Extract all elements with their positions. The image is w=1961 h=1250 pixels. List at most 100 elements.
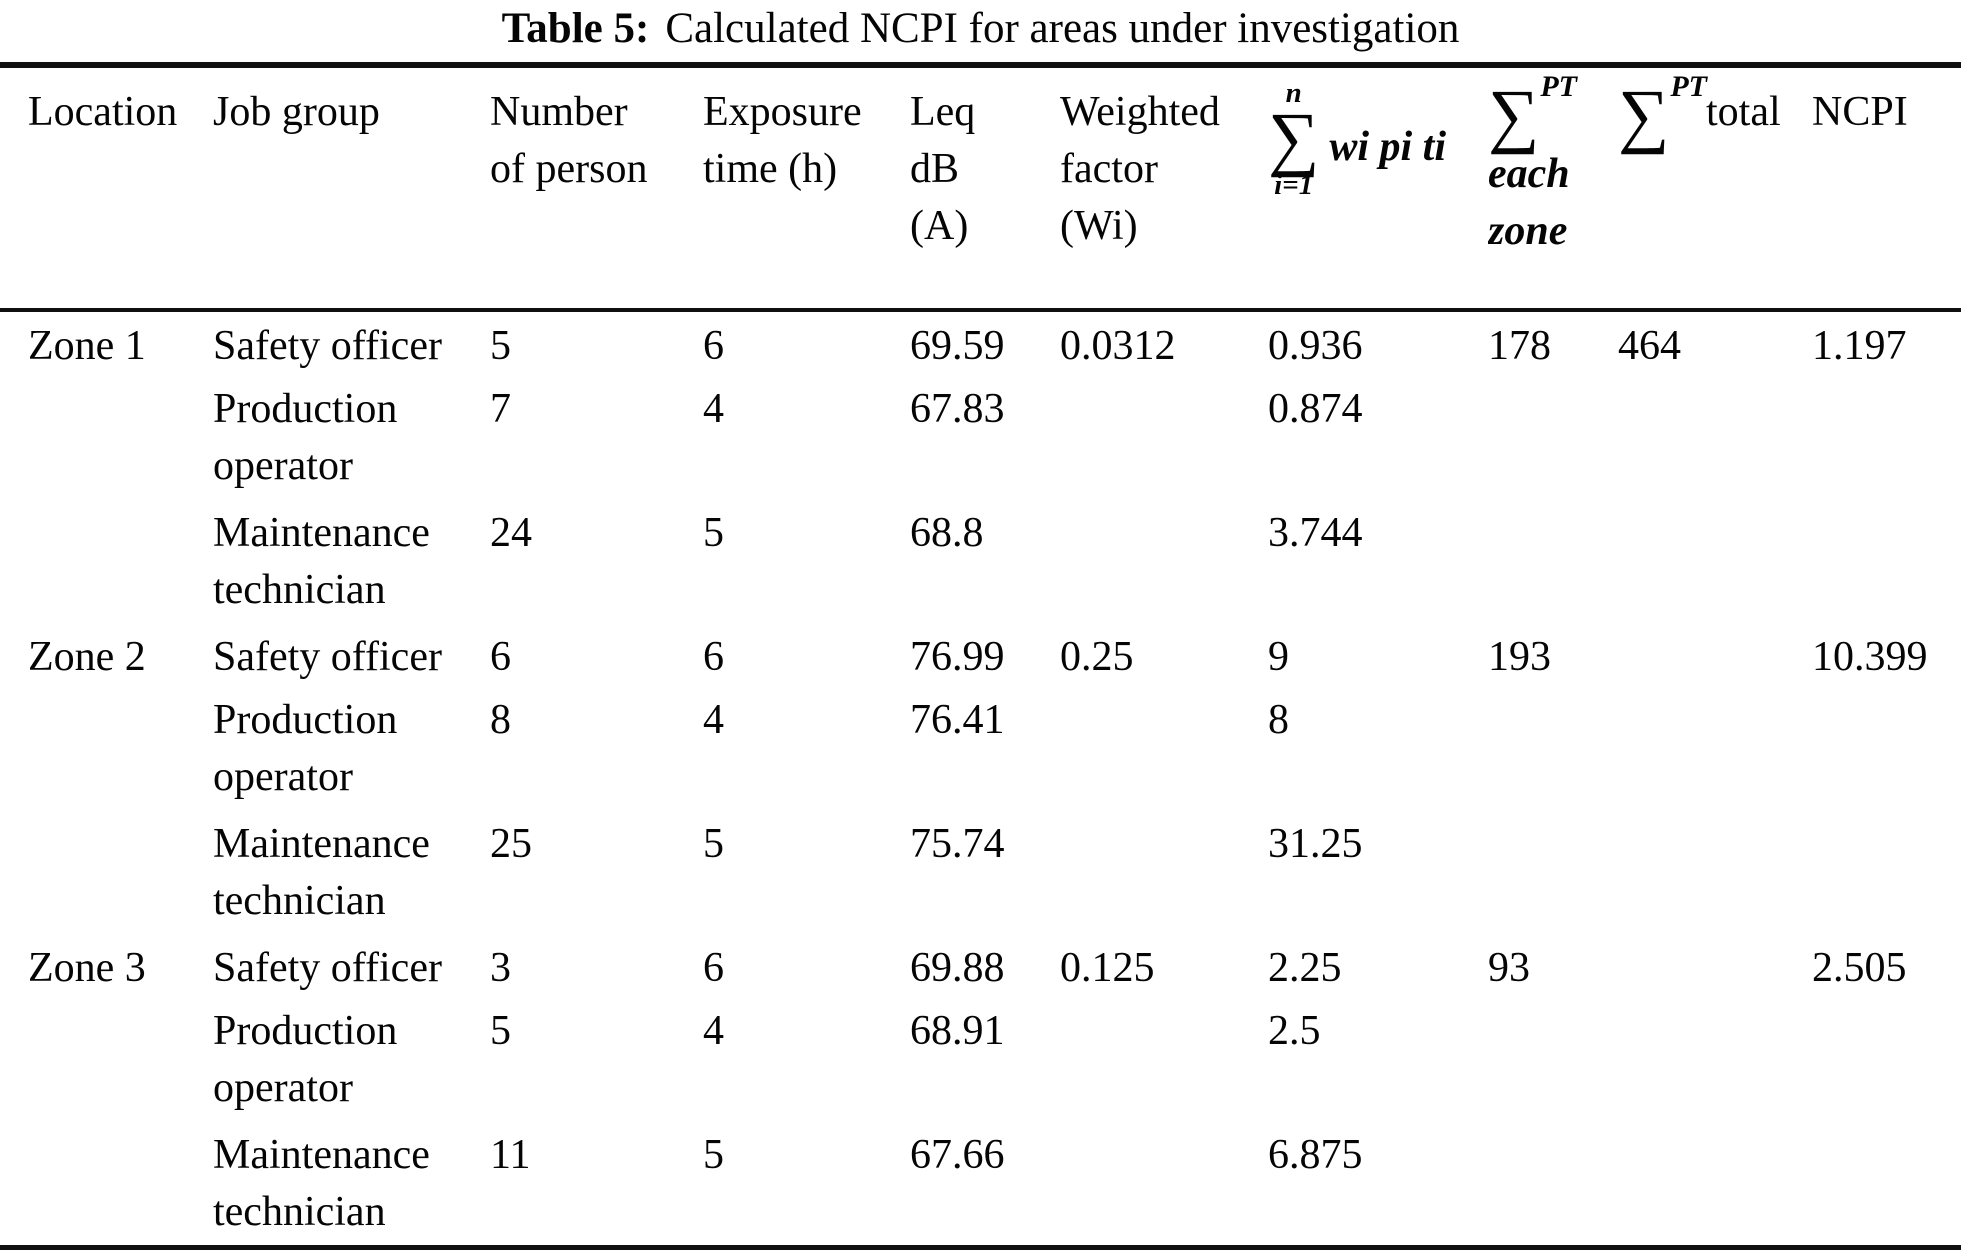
cell-ncpi bbox=[1812, 810, 1961, 934]
cell-pt-each-zone: 93 bbox=[1488, 945, 1530, 991]
cell-job-group: Production operator bbox=[213, 386, 398, 489]
sum-pt-total-formula: ∑PTtotal bbox=[1618, 72, 1781, 152]
cell-leq: 69.59 bbox=[910, 323, 1005, 369]
cell-job-group: Safety officer bbox=[213, 323, 442, 369]
cell-job-group: Maintenance technician bbox=[213, 510, 430, 613]
cell-location bbox=[0, 499, 213, 623]
ncpi-table: Location Job group Number of person Expo… bbox=[0, 62, 1961, 1250]
table-row: Maintenance technician 24 5 68.8 3.744 bbox=[0, 499, 1961, 623]
cell-pt-total bbox=[1618, 810, 1812, 934]
cell-ncpi bbox=[1812, 997, 1961, 1121]
cell-persons: 8 bbox=[490, 697, 511, 743]
cell-location bbox=[0, 810, 213, 934]
cell-pt-total bbox=[1618, 375, 1812, 499]
header-row: Location Job group Number of person Expo… bbox=[0, 65, 1961, 312]
cell-pt-total bbox=[1618, 686, 1812, 810]
cell-location bbox=[0, 997, 213, 1121]
cell-leq: 68.91 bbox=[910, 1008, 1005, 1054]
cell-hours: 6 bbox=[703, 634, 724, 680]
cell-location: Zone 2 bbox=[28, 634, 146, 680]
cell-persons: 25 bbox=[490, 821, 532, 867]
pt-superscript: PT bbox=[1670, 70, 1707, 103]
cell-leq: 68.8 bbox=[910, 510, 984, 556]
table-row: Production operator 5 4 68.91 2.5 bbox=[0, 997, 1961, 1121]
cell-pt-each-zone bbox=[1488, 499, 1618, 623]
cell-hours: 5 bbox=[703, 510, 724, 556]
cell-weighted-factor: 0.125 bbox=[1060, 945, 1155, 991]
cell-weighted-factor bbox=[1060, 375, 1268, 499]
cell-sum-wipiti: 0.874 bbox=[1268, 386, 1363, 432]
cell-hours: 5 bbox=[703, 1132, 724, 1178]
cell-location: Zone 1 bbox=[28, 323, 146, 369]
cell-weighted-factor bbox=[1060, 499, 1268, 623]
cell-weighted-factor bbox=[1060, 810, 1268, 934]
cell-leq: 75.74 bbox=[910, 821, 1005, 867]
cell-location bbox=[0, 686, 213, 810]
cell-pt-total bbox=[1618, 997, 1812, 1121]
header-sum-pt-total: ∑PTtotal bbox=[1618, 65, 1812, 312]
cell-ncpi: 10.399 bbox=[1812, 634, 1928, 680]
cell-sum-wipiti: 0.936 bbox=[1268, 323, 1363, 369]
table-caption-text: Calculated NCPI for areas under investig… bbox=[665, 5, 1460, 52]
cell-job-group: Production operator bbox=[213, 697, 398, 800]
table-row: Zone 1 Safety officer 5 6 69.59 0.0312 0… bbox=[0, 310, 1961, 375]
table-caption-label: Table 5: bbox=[501, 5, 650, 52]
cell-sum-wipiti: 8 bbox=[1268, 697, 1289, 743]
cell-weighted-factor bbox=[1060, 997, 1268, 1121]
table-row: Zone 3 Safety officer 3 6 69.88 0.125 2.… bbox=[0, 934, 1961, 997]
cell-job-group: Safety officer bbox=[213, 634, 442, 680]
cell-ncpi: 1.197 bbox=[1812, 323, 1907, 369]
cell-ncpi: 2.505 bbox=[1812, 945, 1907, 991]
sigma-icon: ∑ bbox=[1268, 98, 1320, 179]
cell-leq: 76.99 bbox=[910, 634, 1005, 680]
sigma-icon: ∑ bbox=[1618, 75, 1670, 155]
cell-location bbox=[0, 375, 213, 499]
sigma-stack: n ∑ i=1 bbox=[1268, 78, 1319, 201]
pt-superscript: PT bbox=[1540, 70, 1577, 103]
cell-hours: 5 bbox=[703, 821, 724, 867]
cell-pt-each-zone bbox=[1488, 375, 1618, 499]
cell-sum-wipiti: 9 bbox=[1268, 634, 1289, 680]
cell-persons: 3 bbox=[490, 945, 511, 991]
cell-pt-each-zone: 193 bbox=[1488, 634, 1551, 680]
cell-persons: 24 bbox=[490, 510, 532, 556]
sum-upper-limit: n bbox=[1285, 77, 1302, 109]
cell-sum-wipiti: 6.875 bbox=[1268, 1132, 1363, 1178]
cell-pt-total bbox=[1618, 934, 1812, 997]
cell-weighted-factor: 0.25 bbox=[1060, 634, 1134, 680]
cell-pt-total bbox=[1618, 623, 1812, 686]
cell-sum-wipiti: 2.25 bbox=[1268, 945, 1342, 991]
cell-hours: 4 bbox=[703, 386, 724, 432]
cell-leq: 69.88 bbox=[910, 945, 1005, 991]
cell-ncpi bbox=[1812, 375, 1961, 499]
table-row: Maintenance technician 25 5 75.74 31.25 bbox=[0, 810, 1961, 934]
cell-sum-wipiti: 3.744 bbox=[1268, 510, 1363, 556]
header-exposure-time: Exposure time (h) bbox=[703, 65, 910, 312]
header-sum-pt-each-zone: ∑PT each zone bbox=[1488, 65, 1618, 312]
cell-hours: 4 bbox=[703, 697, 724, 743]
each-zone-word1: each bbox=[1488, 151, 1570, 197]
sigma-icon: ∑ bbox=[1488, 75, 1540, 155]
cell-leq: 67.83 bbox=[910, 386, 1005, 432]
header-location: Location bbox=[0, 65, 213, 312]
cell-hours: 6 bbox=[703, 323, 724, 369]
header-weighted-factor: Weighted factor (Wi) bbox=[1060, 65, 1268, 312]
cell-job-group: Maintenance technician bbox=[213, 821, 430, 924]
header-number-of-person: Number of person bbox=[490, 65, 703, 312]
cell-leq: 76.41 bbox=[910, 697, 1005, 743]
sum-lower-limit: i=1 bbox=[1274, 169, 1314, 202]
cell-sum-wipiti: 2.5 bbox=[1268, 1008, 1321, 1054]
table-row: Production operator 7 4 67.83 0.874 bbox=[0, 375, 1961, 499]
table-row: Zone 2 Safety officer 6 6 76.99 0.25 9 1… bbox=[0, 623, 1961, 686]
cell-pt-each-zone bbox=[1488, 1121, 1618, 1248]
table-caption: Table 5: Calculated NCPI for areas under … bbox=[0, 0, 1961, 62]
cell-job-group: Production operator bbox=[213, 1008, 398, 1111]
cell-ncpi bbox=[1812, 686, 1961, 810]
cell-pt-each-zone bbox=[1488, 686, 1618, 810]
header-ncpi: NCPI bbox=[1812, 65, 1961, 312]
sum-wipiti-formula: n ∑ i=1 wi pi ti bbox=[1268, 78, 1488, 201]
header-sum-wipiti: n ∑ i=1 wi pi ti bbox=[1268, 65, 1488, 312]
cell-persons: 7 bbox=[490, 386, 511, 432]
cell-leq: 67.66 bbox=[910, 1132, 1005, 1178]
cell-persons: 11 bbox=[490, 1132, 531, 1178]
